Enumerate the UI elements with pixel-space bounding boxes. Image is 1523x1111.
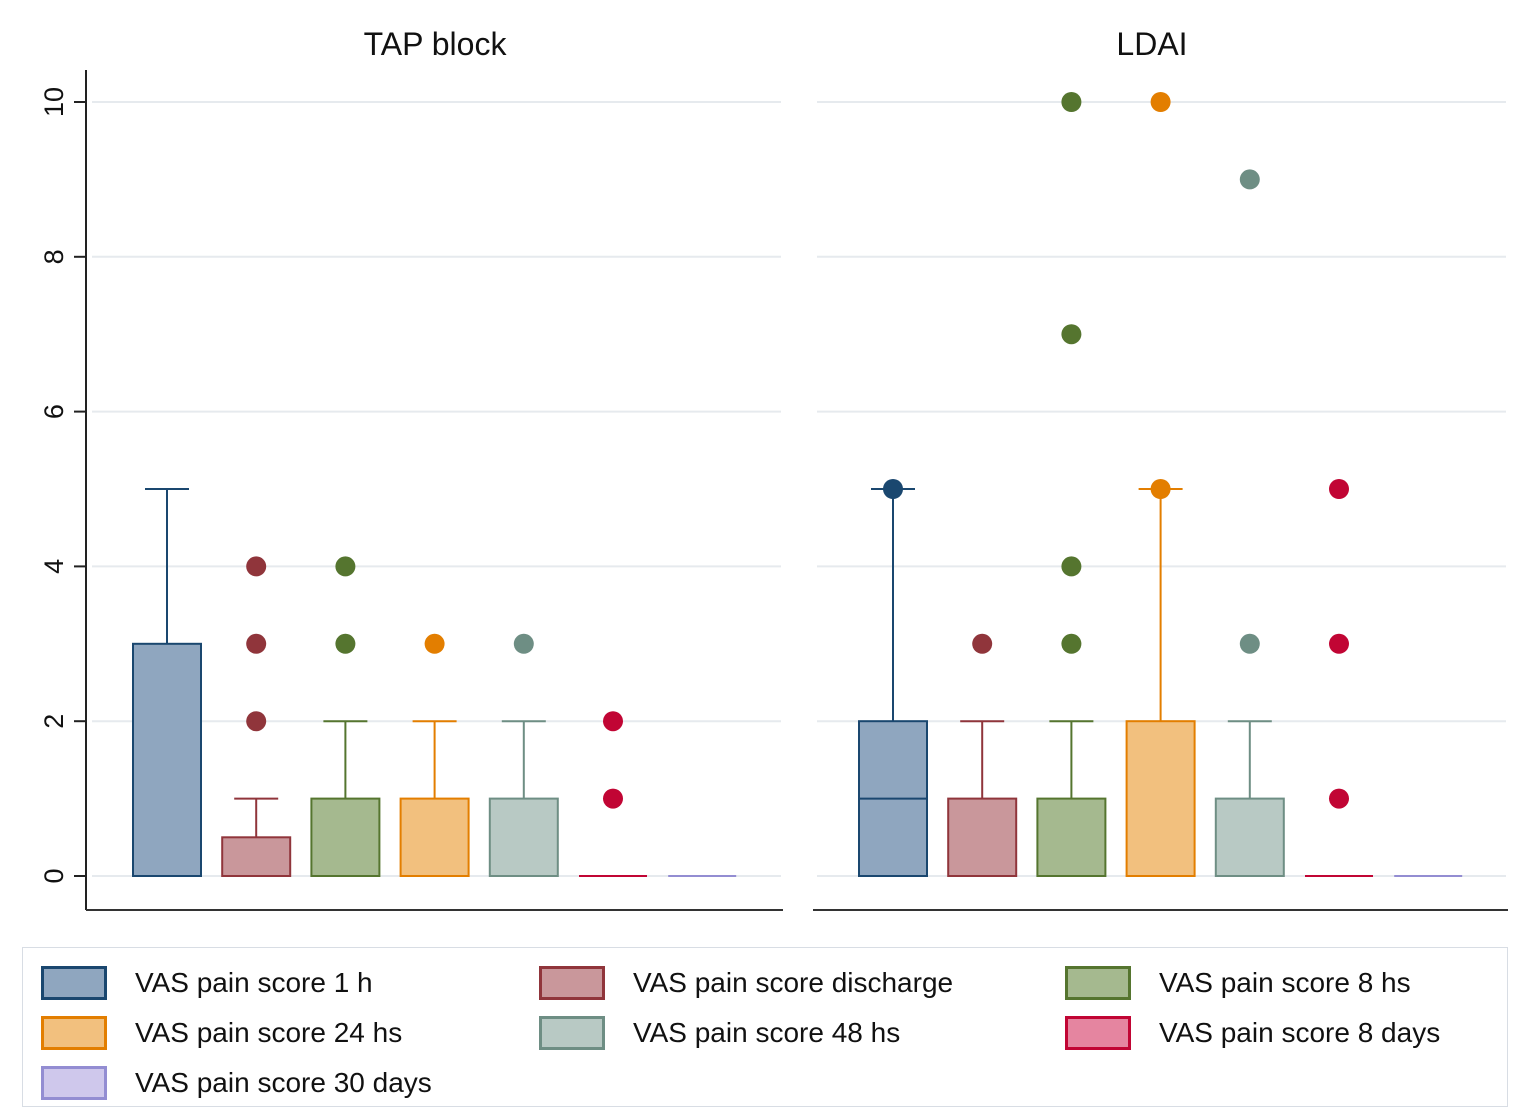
box-6 (579, 711, 647, 877)
outlier-point (513, 633, 534, 654)
box-1 (858, 479, 928, 878)
legend-item: VAS pain score 8 hs (1065, 966, 1411, 1000)
outlier-point (1061, 324, 1082, 345)
outlier-point (883, 479, 903, 499)
y-tick-label: 6 (39, 404, 69, 419)
box-iqr (310, 797, 381, 877)
panel-title: TAP block (364, 26, 508, 62)
outlier-point (335, 556, 356, 577)
legend-label: VAS pain score 24 hs (135, 1017, 403, 1048)
y-tick-label: 10 (39, 87, 69, 117)
box-iqr (221, 836, 292, 877)
legend-label: VAS pain score 1 h (135, 967, 373, 998)
chart-marks (132, 92, 1463, 878)
y-tick-label: 8 (39, 249, 69, 264)
box-iqr (1036, 797, 1107, 877)
box-4 (1125, 92, 1196, 878)
gridlines (92, 101, 1506, 877)
legend-swatch (41, 1066, 107, 1100)
outlier-point (1061, 92, 1082, 112)
legend-item: VAS pain score discharge (539, 966, 953, 1000)
legend-swatch (539, 1016, 605, 1050)
legend-swatch (41, 966, 107, 1000)
box-5 (488, 633, 559, 877)
outlier-point (603, 788, 623, 809)
box-3 (310, 556, 381, 877)
outlier-point (1061, 556, 1082, 577)
legend-item: VAS pain score 1 h (41, 966, 373, 1000)
box-6 (1305, 479, 1373, 877)
outlier-point (972, 633, 993, 654)
legend-swatch (1065, 966, 1131, 1000)
y-tick-label: 2 (39, 714, 69, 729)
outlier-point (1329, 788, 1349, 809)
outlier-point (1329, 633, 1349, 654)
legend-label: VAS pain score 8 days (1159, 1017, 1441, 1048)
outlier-point (246, 556, 267, 577)
chart-text: 0 2 4 6 8 10 TAP block LDAI (39, 26, 1188, 884)
outlier-point (1329, 479, 1349, 499)
outlier-point (1150, 92, 1171, 112)
legend-swatch (539, 966, 605, 1000)
outlier-point (246, 711, 267, 732)
legend-label: VAS pain score discharge (633, 967, 954, 998)
box-iqr (947, 797, 1018, 877)
panel-title: LDAI (1116, 26, 1187, 62)
box-4 (399, 633, 470, 877)
box-iqr (488, 797, 559, 877)
y-tick-label: 0 (39, 868, 69, 883)
legend-label: VAS pain score 30 days (135, 1067, 432, 1098)
box-1 (132, 488, 202, 877)
axes (74, 70, 1508, 911)
outlier-point (1150, 479, 1171, 499)
legend-swatch (1065, 1016, 1131, 1050)
outlier-point (1061, 633, 1082, 654)
box-iqr (132, 642, 202, 877)
box-5 (1214, 169, 1285, 877)
legend: VAS pain score 1 h VAS pain score dischar… (22, 947, 1508, 1107)
outlier-point (246, 633, 267, 654)
box-3 (1036, 92, 1107, 877)
box-iqr (399, 797, 470, 877)
outlier-point (335, 633, 356, 654)
legend-label: VAS pain score 48 hs (633, 1017, 901, 1048)
outlier-point (1239, 633, 1260, 654)
legend-item: VAS pain score 24 hs (41, 1016, 402, 1050)
outlier-point (424, 633, 445, 654)
box-2 (221, 556, 292, 877)
box-plot-chart: 0 2 4 6 8 10 TAP block LDAI (39, 26, 1508, 911)
legend-label: VAS pain score 8 hs (1159, 967, 1411, 998)
legend-item: VAS pain score 8 days (1065, 1016, 1440, 1050)
box-iqr (1125, 720, 1196, 878)
outlier-point (603, 711, 623, 732)
outlier-point (1239, 169, 1260, 190)
legend-swatch (41, 1016, 107, 1050)
box-iqr (1214, 797, 1285, 877)
y-tick-label: 4 (39, 559, 69, 574)
legend-item: VAS pain score 30 days (41, 1066, 432, 1100)
box-2 (947, 633, 1018, 877)
legend-item: VAS pain score 48 hs (539, 1016, 900, 1050)
